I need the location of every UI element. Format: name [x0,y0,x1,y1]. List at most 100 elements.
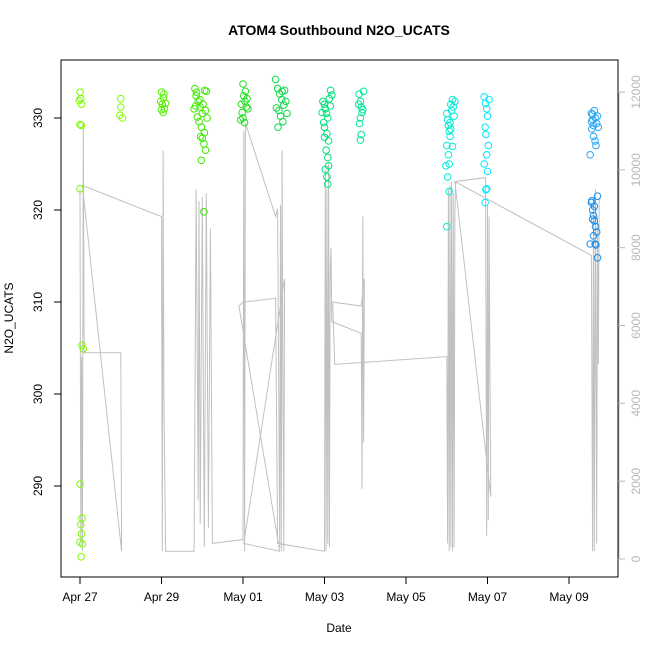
y-tick-label: 330 [31,108,45,128]
data-point [76,538,84,546]
y2-tick-label: 8000 [629,234,643,261]
data-point [448,95,457,104]
data-point [480,93,489,101]
x-tick-label: Apr 29 [144,590,180,604]
data-point [78,341,86,350]
y-tick-label: 290 [31,476,45,496]
data-point [355,119,364,128]
altitude-line [79,122,600,552]
data-point [157,105,166,114]
data-point [450,112,458,120]
data-point [586,151,595,159]
data-point [483,167,492,176]
data-point [589,132,598,141]
data-point [280,101,288,109]
plot-box [60,59,619,578]
data-point [590,106,599,115]
data-point [79,345,88,353]
data-point [203,114,211,122]
data-point [485,95,493,104]
data-point [481,123,489,131]
data-point [323,173,331,181]
data-point [588,215,597,223]
data-point [356,136,365,144]
y2-tick-label: 6000 [629,312,643,339]
data-point [483,112,492,120]
data-point [322,109,331,118]
data-point [593,253,602,262]
data-point [77,520,85,529]
data-point [443,141,451,150]
data-point [357,130,366,139]
data-point [323,129,331,138]
x-tick-label: May 09 [549,590,589,604]
data-point [592,141,600,150]
data-point [324,114,332,122]
data-point [117,94,125,103]
data-point [196,95,204,104]
data-point [451,97,459,106]
data-point [77,94,85,103]
data-point [354,100,363,108]
y-tick-label: 300 [31,384,45,404]
x-tick-label: Apr 27 [62,590,98,604]
data-point [359,105,367,114]
data-point [280,86,289,95]
data-point [442,162,450,170]
data-point [328,91,336,99]
y-tick-label: 320 [31,200,45,220]
altitude-line-layer [79,122,600,552]
data-point [445,187,454,196]
data-point [77,121,85,130]
x-axis-label: Date [326,621,352,635]
chart-title: ATOM4 Southbound N2O_UCATS [228,22,450,38]
data-point [244,105,252,113]
data-point [484,141,493,150]
data-point [118,114,127,122]
data-point [320,133,329,142]
data-point [590,217,599,225]
data-point [76,120,84,129]
data-point [201,146,210,154]
data-point [282,97,290,106]
data-point [356,114,365,122]
y2-tick-label: 12000 [629,75,643,109]
y2-tick-label: 2000 [629,467,643,494]
data-point [589,232,598,240]
data-point [243,94,251,103]
data-point [320,123,329,131]
data-point [197,156,206,165]
data-point [443,222,451,231]
data-point [192,88,201,96]
data-point [279,117,287,126]
data-point [591,240,599,248]
y2-tick-label: 10000 [629,153,643,187]
data-point [325,94,334,103]
y-tick-label: 310 [31,292,45,312]
data-point [283,109,291,118]
data-point [589,211,598,220]
data-point [588,206,597,214]
scatter-layer [75,75,603,561]
data-point [158,100,167,108]
data-point [117,103,125,111]
data-point [193,113,202,121]
data-point [322,146,330,154]
data-point [190,105,198,113]
data-point [448,142,457,151]
data-point [447,125,455,133]
data-point [236,116,245,124]
data-point [324,137,333,145]
data-point [593,112,602,120]
data-point [160,90,168,98]
data-point [199,100,207,108]
data-point [200,86,209,95]
data-point [191,84,199,93]
data-point [77,553,85,561]
data-point [75,96,83,105]
data-point [238,108,246,117]
data-point [444,151,453,159]
data-point [359,87,368,96]
x-axis: Apr 27 Apr 29 May 01 May 03 May 05 May 07 May … [62,576,589,604]
